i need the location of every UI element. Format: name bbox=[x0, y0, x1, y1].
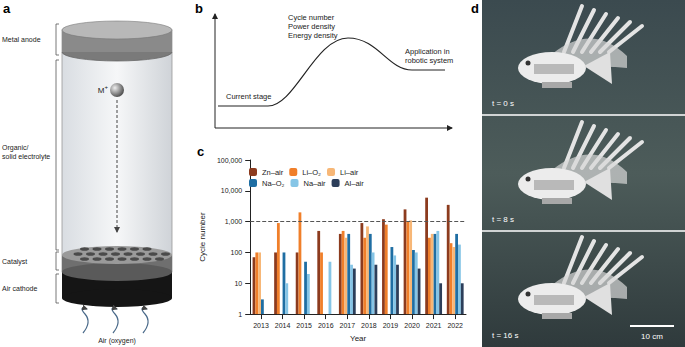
svg-text:1: 1 bbox=[238, 311, 242, 318]
svg-text:Current stage: Current stage bbox=[226, 92, 271, 101]
svg-text:Cycle number: Cycle number bbox=[288, 13, 335, 22]
svg-text:10: 10 bbox=[234, 280, 242, 287]
svg-text:Al–air: Al–air bbox=[345, 179, 365, 188]
svg-text:Li–air: Li–air bbox=[340, 168, 359, 177]
svg-text:a: a bbox=[3, 1, 11, 16]
svg-text:Power density: Power density bbox=[288, 22, 335, 31]
svg-text:2018: 2018 bbox=[361, 322, 377, 329]
svg-text:Organic/: Organic/ bbox=[2, 144, 29, 152]
svg-text:2017: 2017 bbox=[340, 322, 356, 329]
svg-text:100: 100 bbox=[231, 249, 243, 256]
svg-text:t = 8 s: t = 8 s bbox=[492, 215, 514, 224]
svg-text:2013: 2013 bbox=[253, 322, 269, 329]
svg-text:Metal anode: Metal anode bbox=[2, 36, 41, 43]
svg-text:b: b bbox=[195, 1, 203, 16]
svg-text:solid electrolyte: solid electrolyte bbox=[2, 153, 50, 161]
svg-text:2016: 2016 bbox=[318, 322, 334, 329]
svg-text:Zn–air: Zn–air bbox=[262, 168, 284, 177]
svg-text:robotic system: robotic system bbox=[405, 56, 453, 65]
svg-text:Year: Year bbox=[350, 334, 367, 343]
svg-text:d: d bbox=[471, 1, 479, 16]
svg-text:Cycle number: Cycle number bbox=[198, 212, 207, 262]
svg-text:Air cathode: Air cathode bbox=[2, 285, 38, 292]
svg-text:t = 16 s: t = 16 s bbox=[492, 331, 518, 340]
svg-text:10 cm: 10 cm bbox=[641, 332, 663, 341]
svg-text:Na–O₂: Na–O₂ bbox=[262, 179, 285, 188]
svg-text:c: c bbox=[197, 144, 204, 159]
svg-text:2021: 2021 bbox=[426, 322, 442, 329]
svg-text:1,000: 1,000 bbox=[225, 218, 243, 225]
svg-text:t = 0 s: t = 0 s bbox=[492, 99, 514, 108]
svg-text:2022: 2022 bbox=[447, 322, 463, 329]
svg-text:2019: 2019 bbox=[383, 322, 399, 329]
svg-text:10,000: 10,000 bbox=[221, 187, 243, 194]
svg-text:Energy density: Energy density bbox=[288, 31, 338, 40]
svg-text:2020: 2020 bbox=[404, 322, 420, 329]
svg-text:Application in: Application in bbox=[405, 47, 450, 56]
svg-text:M+: M+ bbox=[98, 84, 109, 95]
svg-text:Li–O₂: Li–O₂ bbox=[302, 168, 321, 177]
svg-text:100,000: 100,000 bbox=[217, 157, 242, 164]
svg-text:Air (oxygen): Air (oxygen) bbox=[98, 337, 136, 345]
svg-text:Catalyst: Catalyst bbox=[2, 258, 27, 266]
svg-text:2015: 2015 bbox=[296, 322, 312, 329]
svg-text:Na–air: Na–air bbox=[304, 179, 327, 188]
svg-text:2014: 2014 bbox=[275, 322, 291, 329]
